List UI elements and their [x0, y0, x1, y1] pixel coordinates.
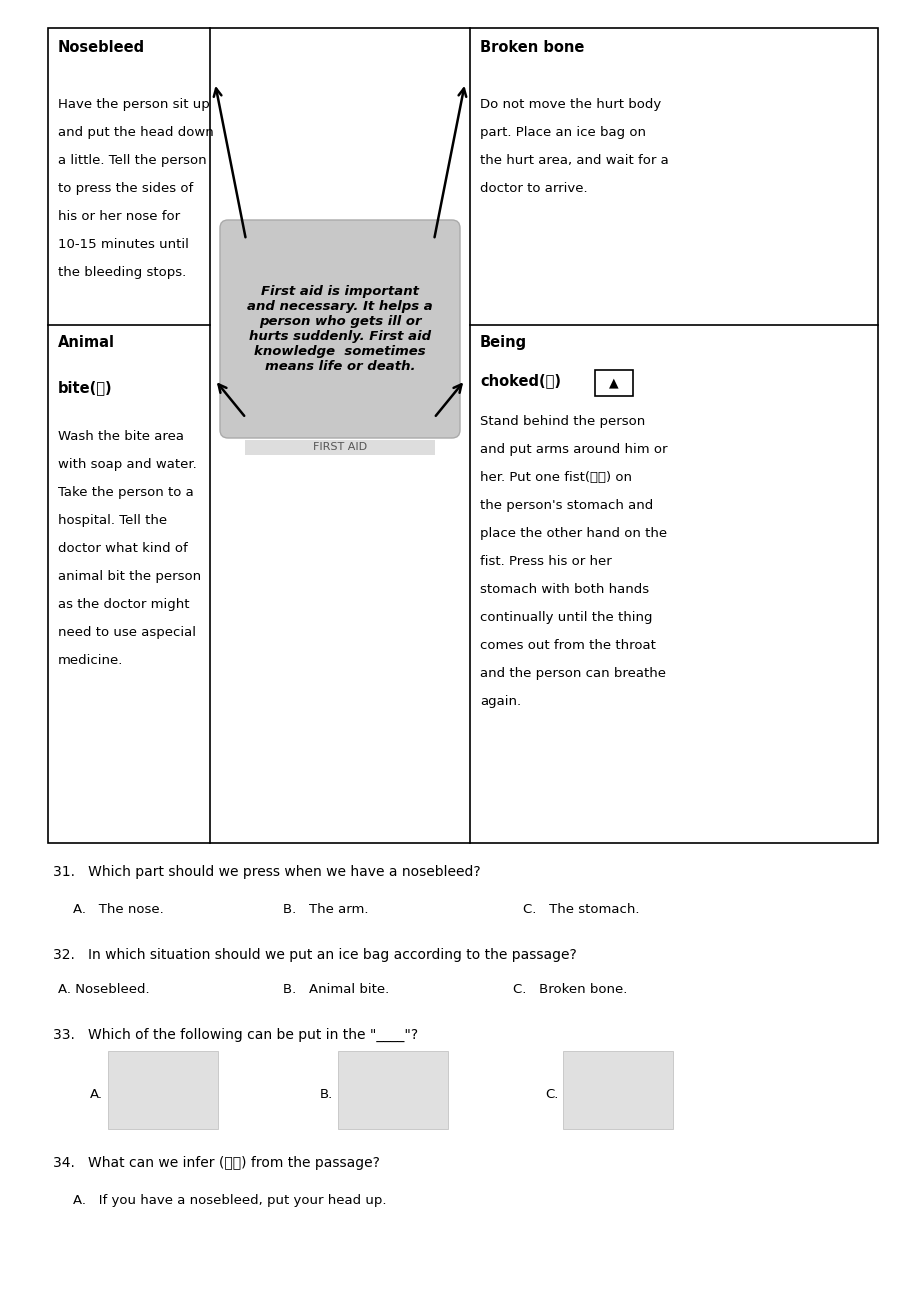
Text: Being: Being [480, 335, 527, 350]
Text: Broken bone: Broken bone [480, 40, 584, 55]
Bar [595, 370, 632, 396]
Text: 10-15 minutes until: 10-15 minutes until [58, 238, 188, 251]
Text: 34.   What can we infer (推断) from the passage?: 34. What can we infer (推断) from the pass… [53, 1156, 380, 1170]
Text: Nosebleed: Nosebleed [58, 40, 145, 55]
Text: his or her nose for: his or her nose for [58, 210, 180, 223]
Text: comes out from the throat: comes out from the throat [480, 639, 655, 652]
Text: and put the head down: and put the head down [58, 126, 213, 139]
Text: C.   The stomach.: C. The stomach. [522, 904, 639, 917]
Text: and put arms around him or: and put arms around him or [480, 443, 667, 456]
Text: the person's stomach and: the person's stomach and [480, 499, 652, 512]
Text: stomach with both hands: stomach with both hands [480, 583, 649, 596]
Bar [108, 1051, 218, 1129]
Text: continually until the thing: continually until the thing [480, 611, 652, 624]
Text: hospital. Tell the: hospital. Tell the [58, 514, 167, 527]
Text: A. Nosebleed.: A. Nosebleed. [58, 983, 150, 996]
Bar [562, 1051, 673, 1129]
Text: Stand behind the person: Stand behind the person [480, 415, 644, 428]
Text: a little. Tell the person: a little. Tell the person [58, 154, 207, 167]
Text: her. Put one fist(参头) on: her. Put one fist(参头) on [480, 471, 631, 484]
Text: medicine.: medicine. [58, 654, 123, 667]
Text: Have the person sit up: Have the person sit up [58, 98, 210, 111]
Text: doctor to arrive.: doctor to arrive. [480, 182, 587, 195]
Text: 31.   Which part should we press when we have a nosebleed?: 31. Which part should we press when we h… [53, 865, 480, 879]
Text: doctor what kind of: doctor what kind of [58, 542, 187, 555]
Text: with soap and water.: with soap and water. [58, 458, 197, 471]
Text: First aid is important
and necessary. It helps a
person who gets ill or
hurts su: First aid is important and necessary. It… [247, 285, 433, 372]
Text: Do not move the hurt body: Do not move the hurt body [480, 98, 661, 111]
Text: need to use aspecial: need to use aspecial [58, 626, 196, 639]
Text: Take the person to a: Take the person to a [58, 486, 194, 499]
Text: Animal: Animal [58, 335, 115, 350]
Text: Wash the bite area: Wash the bite area [58, 430, 184, 443]
Text: the bleeding stops.: the bleeding stops. [58, 266, 186, 279]
Text: place the other hand on the: place the other hand on the [480, 527, 666, 540]
Text: 32.   In which situation should we put an ice bag according to the passage?: 32. In which situation should we put an … [53, 948, 576, 962]
Text: choked(嚍): choked(嚍) [480, 372, 561, 388]
Text: 33.   Which of the following can be put in the "____"?: 33. Which of the following can be put in… [53, 1029, 417, 1042]
Text: the hurt area, and wait for a: the hurt area, and wait for a [480, 154, 668, 167]
Text: FIRST AID: FIRST AID [312, 443, 367, 453]
Text: and the person can breathe: and the person can breathe [480, 667, 665, 680]
Text: fist. Press his or her: fist. Press his or her [480, 555, 611, 568]
Text: A.: A. [90, 1088, 103, 1101]
Text: animal bit the person: animal bit the person [58, 570, 201, 583]
Bar [48, 29, 877, 842]
Text: C.   Broken bone.: C. Broken bone. [513, 983, 627, 996]
Text: B.: B. [320, 1088, 333, 1101]
Text: C.: C. [544, 1088, 558, 1101]
Text: A.   If you have a nosebleed, put your head up.: A. If you have a nosebleed, put your hea… [73, 1194, 386, 1207]
Text: B.   Animal bite.: B. Animal bite. [283, 983, 389, 996]
Bar [337, 1051, 448, 1129]
Text: to press the sides of: to press the sides of [58, 182, 193, 195]
Text: ▲: ▲ [608, 376, 618, 389]
FancyBboxPatch shape [220, 220, 460, 437]
Text: A.   The nose.: A. The nose. [73, 904, 164, 917]
Text: B.   The arm.: B. The arm. [283, 904, 369, 917]
Text: part. Place an ice bag on: part. Place an ice bag on [480, 126, 645, 139]
Text: bite(咋): bite(咋) [58, 380, 112, 395]
Bar [244, 440, 435, 454]
Text: as the doctor might: as the doctor might [58, 598, 189, 611]
Text: again.: again. [480, 695, 520, 708]
